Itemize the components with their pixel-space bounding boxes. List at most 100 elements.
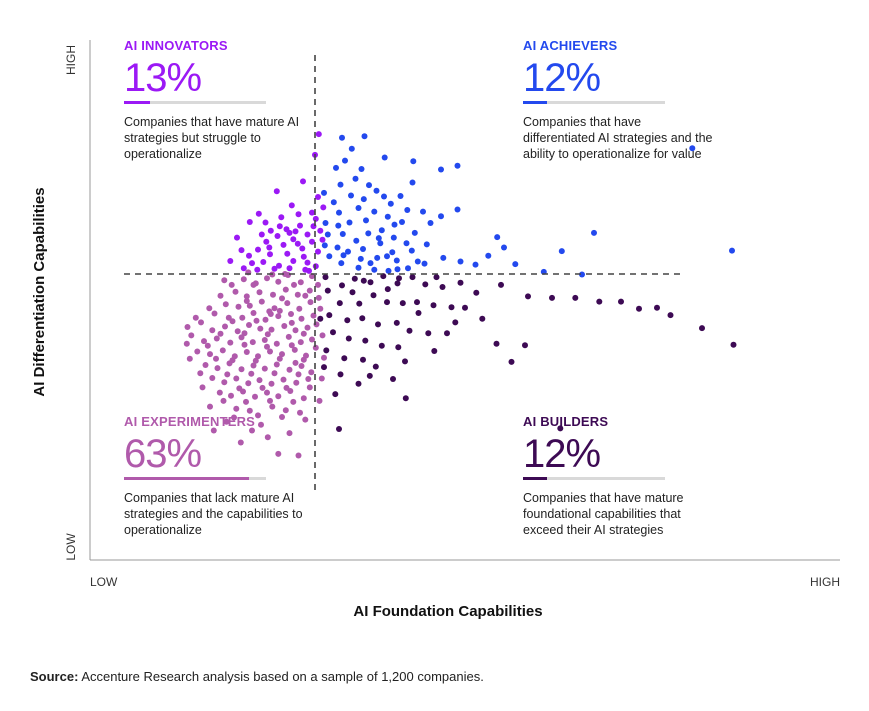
point-experimenters-3 [275,278,282,285]
point-experimenters-86 [252,393,258,400]
point-builders-64 [321,364,327,371]
point-builders-56 [402,395,409,402]
point-experimenters-91 [207,403,213,410]
point-experimenters-27 [250,310,257,316]
point-builders-33 [430,302,437,309]
point-achievers-24 [558,248,565,255]
point-innovators-31 [300,253,307,260]
point-innovators-41 [286,265,293,272]
point-achievers-74 [512,261,519,268]
point-achievers-33 [365,230,372,237]
point-experimenters-26 [239,314,246,321]
point-experimenters-163 [221,277,228,284]
point-experimenters-92 [233,405,240,412]
point-achievers-71 [457,258,464,265]
point-experimenters-15 [315,294,322,301]
point-experimenters-96 [297,409,303,416]
point-builders-65 [332,391,339,398]
point-experimenters-81 [293,379,300,386]
point-builders-22 [493,340,500,347]
point-experimenters-10 [256,289,263,296]
point-builders-58 [317,315,324,322]
point-experimenters-74 [209,375,216,381]
point-achievers-70 [440,254,447,261]
point-experimenters-88 [275,393,282,400]
point-achievers-80 [384,253,390,260]
point-builders-49 [395,344,402,351]
point-innovators-14 [297,222,303,229]
point-innovators-4 [315,194,321,200]
point-experimenters-154 [197,370,204,377]
point-achievers-51 [378,227,385,234]
point-experimenters-24 [211,310,218,317]
point-experimenters-75 [221,379,228,386]
point-innovators-37 [249,260,255,267]
point-builders-17 [636,305,642,312]
point-innovators-10 [295,211,302,218]
point-builders-25 [431,348,438,354]
point-experimenters-43 [188,332,195,339]
point-builders-44 [444,330,450,337]
point-experimenters-118 [204,342,211,349]
point-experimenters-110 [229,318,236,325]
point-innovators-23 [294,240,301,247]
point-experimenters-138 [231,414,237,421]
point-experimenters-161 [316,397,323,404]
point-experimenters-150 [192,314,199,321]
point-experimenters-145 [249,427,255,434]
point-achievers-41 [414,258,421,265]
point-builders-57 [557,425,564,432]
quadrant-builders: AI BUILDERS 12% Companies that have matu… [523,414,713,538]
point-experimenters-44 [201,338,207,345]
point-builders-62 [452,319,459,326]
point-experimenters-72 [298,363,305,369]
point-achievers-10 [337,181,344,188]
quadrant-title: AI EXPERIMENTERS [124,414,256,429]
point-builders-0 [322,274,329,281]
point-experimenters-114 [276,307,283,314]
point-experimenters-20 [271,305,278,312]
point-achievers-6 [410,158,417,165]
point-innovators-52 [319,236,326,243]
point-innovators-35 [276,262,282,269]
point-achievers-30 [324,231,331,238]
point-experimenters-18 [246,302,253,309]
point-experimenters-55 [207,351,213,358]
point-innovators-39 [254,266,261,273]
point-builders-14 [572,294,579,301]
point-experimenters-136 [306,384,313,391]
y-tick-low: LOW [64,533,78,561]
point-experimenters-21 [284,300,291,307]
point-experimenters-39 [268,326,275,333]
point-builders-12 [525,293,531,300]
point-experimenters-141 [267,397,273,404]
point-achievers-72 [472,261,479,268]
point-innovators-25 [266,244,273,251]
point-experimenters-144 [302,416,309,423]
point-achievers-7 [438,166,444,173]
point-builders-71 [402,358,408,365]
point-experimenters-102 [275,450,282,457]
point-builders-54 [337,371,344,378]
point-innovators-44 [299,245,306,252]
point-achievers-61 [333,164,339,171]
point-achievers-21 [454,206,461,213]
quadrant-percent: 63% [124,432,202,476]
point-builders-36 [479,315,486,322]
point-achievers-55 [371,208,378,215]
point-builders-43 [425,330,432,337]
point-experimenters-87 [264,389,270,396]
point-experimenters-78 [256,377,263,384]
point-experimenters-148 [217,292,224,299]
point-builders-45 [330,329,336,336]
point-experimenters-38 [257,325,264,332]
point-achievers-52 [391,221,398,228]
point-experimenters-19 [258,298,265,305]
point-builders-67 [396,275,402,282]
point-achievers-36 [403,240,410,247]
y-tick-high: HIGH [64,45,78,75]
x-tick-low: LOW [90,575,118,589]
point-experimenters-124 [276,355,283,362]
point-achievers-26 [689,145,696,152]
